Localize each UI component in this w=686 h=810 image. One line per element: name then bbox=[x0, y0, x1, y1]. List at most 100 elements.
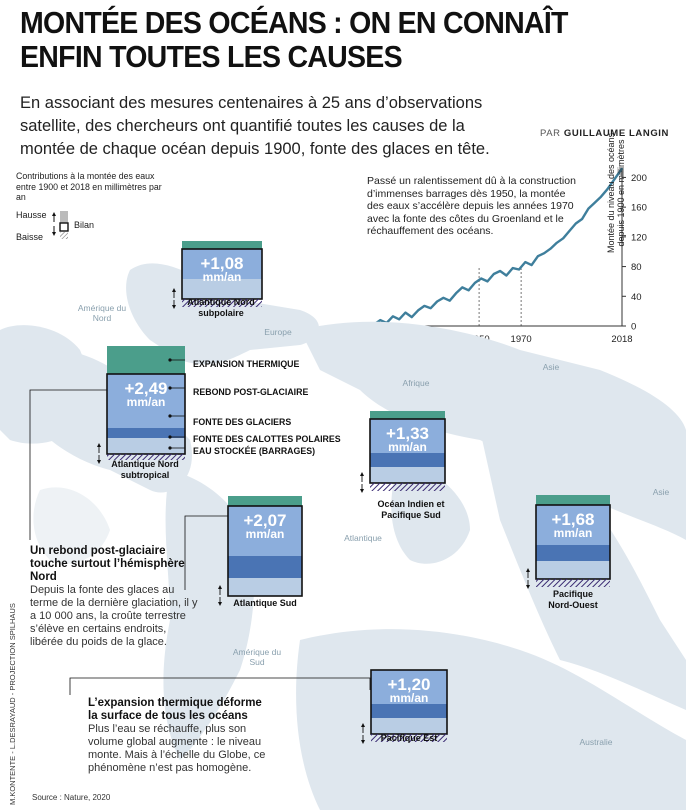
bar-hatch bbox=[370, 483, 445, 491]
bar-segment bbox=[371, 718, 447, 734]
note-rebond-title: Un rebond post-glaciaire touche surtout … bbox=[30, 545, 185, 583]
byline-author: GUILLAUME LANGIN bbox=[563, 128, 670, 139]
spilhaus-map: +1,08mm/an+2,49mm/an+1,33mm/an+2,07mm/an… bbox=[0, 241, 686, 810]
legend-baisse: Baisse bbox=[16, 232, 44, 242]
callout-eau-stockee: EAU STOCKÉE (BARRAGES) bbox=[193, 446, 316, 456]
legend-bilan: Bilan bbox=[74, 220, 95, 230]
down-arrow bbox=[526, 585, 530, 589]
data-point bbox=[568, 230, 571, 232]
credit: M.KONTENTE - L.DESRAYAUD - PROJECTION SP… bbox=[8, 603, 17, 805]
bar-segment bbox=[536, 545, 610, 561]
data-point bbox=[404, 311, 407, 314]
up-arrow bbox=[526, 568, 530, 572]
data-point bbox=[473, 282, 476, 284]
data-point bbox=[581, 218, 583, 220]
region-europe: Europe bbox=[264, 327, 292, 337]
bar-unit-label: mm/an bbox=[554, 526, 593, 540]
data-point bbox=[524, 261, 527, 264]
chart-ylabel: Montée du niveau des océans depuis 1900 … bbox=[606, 132, 626, 254]
bar-segment bbox=[536, 495, 610, 505]
data-point bbox=[486, 280, 489, 283]
source: Source : Nature, 2020 bbox=[32, 793, 111, 802]
data-point bbox=[417, 309, 420, 312]
data-point bbox=[530, 264, 533, 266]
callout-fonte-des-glaciers: FONTE DES GLACIERS bbox=[193, 417, 292, 427]
bar-segment bbox=[370, 419, 445, 453]
bar-segment bbox=[370, 453, 445, 467]
bar-value-label: +1,20 bbox=[387, 675, 430, 694]
note-rebond-text: Depuis la fonte des glaces au terme de l… bbox=[30, 584, 198, 648]
data-point bbox=[574, 222, 577, 225]
data-point bbox=[587, 207, 590, 210]
note-pointer bbox=[29, 389, 107, 540]
up-arrow bbox=[361, 723, 365, 727]
label-line: Pacifique Est bbox=[380, 733, 438, 743]
data-point bbox=[505, 274, 508, 277]
data-point bbox=[379, 319, 382, 321]
label-atlantique-nord-subtropical: Atlantique Nord subtropical bbox=[90, 459, 200, 480]
region-amerique-du-nord: Amérique du Nord bbox=[77, 303, 127, 323]
data-point bbox=[593, 201, 596, 204]
data-point bbox=[398, 318, 401, 321]
bar-segment bbox=[182, 241, 262, 249]
bar-hatch bbox=[536, 579, 610, 587]
bar-value-label: +2,49 bbox=[124, 379, 167, 398]
bar-segment bbox=[371, 704, 447, 718]
bar-value-label: +1,33 bbox=[386, 424, 429, 443]
data-point bbox=[612, 179, 615, 182]
label-line: Pacifique Sud bbox=[381, 509, 441, 520]
data-point bbox=[511, 267, 514, 269]
data-point bbox=[562, 237, 565, 240]
data-point bbox=[467, 289, 470, 292]
bar-segment bbox=[182, 279, 262, 299]
note-expansion: L’expansion thermique déforme la surface… bbox=[88, 697, 273, 775]
bar-segment bbox=[371, 670, 447, 704]
callout-expansion-thermique: EXPANSION THERMIQUE bbox=[193, 359, 300, 369]
down-arrow bbox=[218, 602, 222, 606]
x-tick-label: 2018 bbox=[611, 334, 632, 345]
region-asie: Asie bbox=[542, 362, 560, 372]
data-point bbox=[518, 268, 520, 271]
data-point bbox=[455, 292, 457, 295]
data-point bbox=[499, 270, 502, 272]
y-tick-label: 0 bbox=[631, 322, 636, 333]
up-arrow bbox=[97, 443, 101, 447]
data-point bbox=[549, 247, 552, 250]
data-point bbox=[616, 173, 619, 176]
data-point bbox=[436, 300, 438, 303]
bar-unit-label: mm/an bbox=[390, 691, 429, 705]
note-rebond: Un rebond post-glaciaire touche surtout … bbox=[30, 545, 200, 649]
label-line: subpolaire bbox=[198, 307, 244, 318]
label-ocean-indien: Océan Indien et Pacifique Sud bbox=[356, 499, 466, 520]
data-point bbox=[429, 307, 432, 310]
page-title: MONTÉE DES OCÉANS : ON EN CONNAÎT ENFIN … bbox=[20, 6, 627, 74]
bar-segment bbox=[370, 467, 445, 483]
bar-segment bbox=[370, 411, 445, 419]
note-pointer bbox=[184, 515, 228, 590]
bar-hatch bbox=[182, 299, 262, 307]
y-tick-label: 200 bbox=[631, 173, 647, 184]
bar-hatch bbox=[371, 734, 447, 742]
callout-dot bbox=[168, 446, 172, 450]
region-australie: Australie bbox=[579, 737, 613, 747]
y-tick-label: 120 bbox=[631, 232, 647, 243]
subtitle: En associant des mesures centenaires à 2… bbox=[20, 94, 490, 158]
byline: PAR GUILLAUME LANGIN bbox=[540, 128, 669, 139]
callout-dot bbox=[168, 386, 172, 390]
title-line-2: ENFIN TOUTES LES CAUSES bbox=[20, 39, 403, 74]
label-atlantique-sud: Atlantique Sud bbox=[210, 598, 320, 609]
title-line-1: MONTÉE DES OCÉANS : ON EN CONNAÎT bbox=[20, 5, 568, 40]
bar-segment bbox=[228, 496, 302, 506]
bar-unit-label: mm/an bbox=[388, 440, 427, 454]
data-point bbox=[606, 188, 609, 191]
label-line: Océan Indien et bbox=[377, 499, 445, 509]
label-line: Atlantique Nord bbox=[187, 297, 255, 307]
callout-dot bbox=[168, 358, 172, 362]
up-arrow bbox=[172, 288, 176, 292]
bar-value-label: +1,08 bbox=[200, 254, 243, 273]
region-afrique: Afrique bbox=[402, 378, 430, 388]
